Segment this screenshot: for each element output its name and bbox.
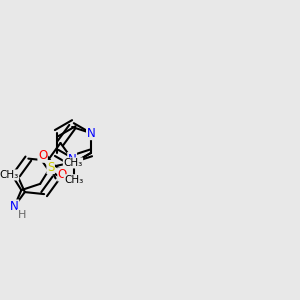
Text: S: S — [47, 160, 54, 173]
Text: O: O — [58, 168, 67, 181]
Text: O: O — [38, 149, 47, 162]
Text: CH₃: CH₃ — [63, 158, 82, 168]
Text: N: N — [87, 127, 95, 140]
Text: N: N — [10, 200, 19, 213]
Text: H: H — [17, 210, 26, 220]
Text: CH₃: CH₃ — [64, 175, 83, 185]
Text: N: N — [68, 152, 76, 166]
Text: CH₃: CH₃ — [0, 170, 19, 180]
